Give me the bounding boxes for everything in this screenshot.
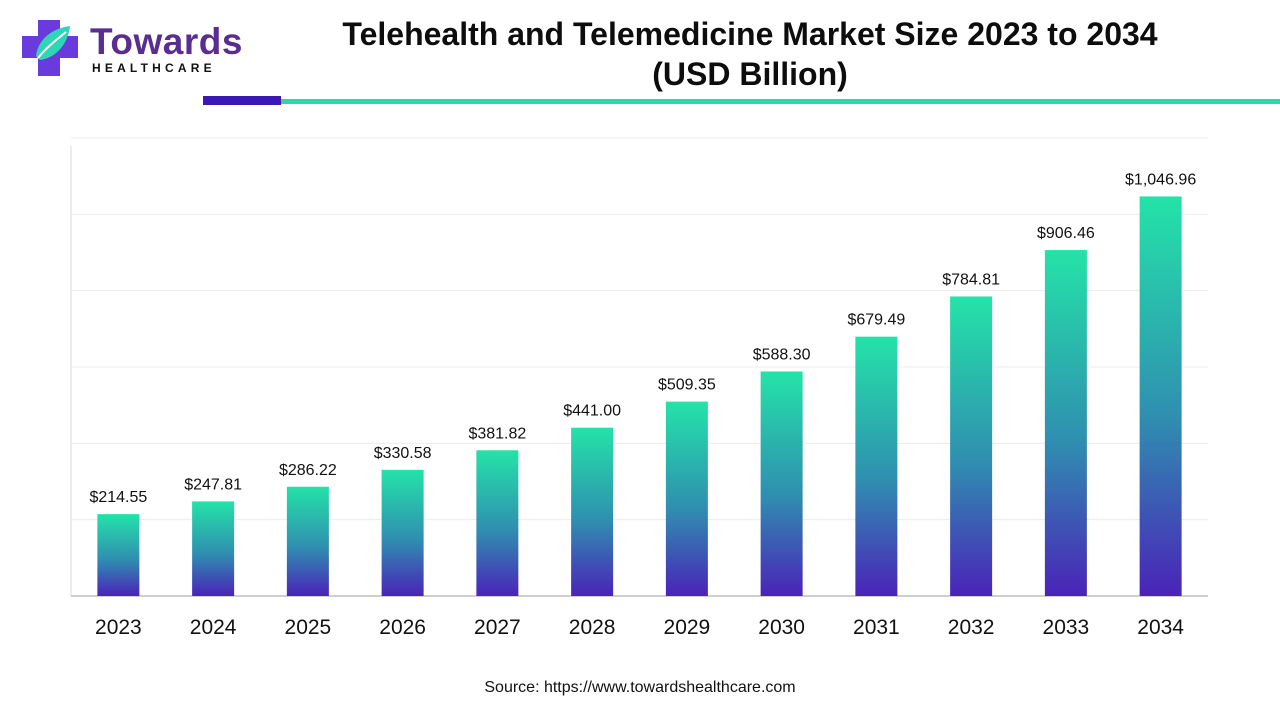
bar-2034	[1139, 196, 1182, 596]
brand-tagline: HEALTHCARE	[92, 61, 216, 75]
x-tick-2023: 2023	[95, 616, 142, 639]
bar-2030	[760, 371, 803, 596]
x-tick-2027: 2027	[474, 616, 521, 639]
x-tick-2031: 2031	[853, 616, 900, 639]
bar-2032	[950, 296, 993, 596]
page-title: Telehealth and Telemedicine Market Size …	[250, 14, 1250, 94]
data-label-2030: $588.30	[753, 346, 811, 363]
brand-name: Towards	[90, 21, 243, 62]
bar-2027	[476, 450, 519, 596]
bar-2033	[1044, 250, 1087, 597]
data-labels: $214.55 $247.81 $286.22 $330.58 $381.82 $441.…	[89, 171, 1196, 506]
data-label-2028: $441.00	[563, 403, 621, 420]
data-label-2027: $381.82	[468, 425, 526, 442]
x-tick-labels: 2023 2024 2025 2026 2027 2028 2029 2030 2031 2032…	[95, 616, 1184, 639]
x-tick-2030: 2030	[758, 616, 805, 639]
bar-chart: $214.55 $247.81 $286.22 $330.58 $381.82 $441.…	[70, 137, 1208, 639]
data-label-2023: $214.55	[89, 489, 147, 506]
accent-bar-teal	[281, 99, 1280, 104]
medical-cross-icon	[22, 20, 78, 76]
x-tick-2025: 2025	[285, 616, 332, 639]
x-tick-2032: 2032	[948, 616, 995, 639]
data-label-2034: $1,046.96	[1125, 171, 1196, 188]
data-label-2026: $330.58	[374, 445, 432, 462]
bar-2026	[381, 469, 424, 596]
data-label-2033: $906.46	[1037, 225, 1095, 242]
bar-2023	[97, 514, 140, 596]
x-tick-2026: 2026	[379, 616, 426, 639]
x-tick-2028: 2028	[569, 616, 616, 639]
accent-bar-purple	[203, 96, 281, 105]
x-tick-2029: 2029	[664, 616, 711, 639]
bar-2031	[855, 336, 898, 596]
data-label-2029: $509.35	[658, 377, 716, 394]
source-note: Source: https://www.towardshealthcare.co…	[484, 679, 796, 696]
x-tick-2024: 2024	[190, 616, 237, 639]
grid-lines	[71, 137, 1208, 521]
x-tick-2033: 2033	[1043, 616, 1090, 639]
data-label-2024: $247.81	[184, 476, 242, 493]
title-line-1: Telehealth and Telemedicine Market Size …	[342, 16, 1158, 52]
bar-2025	[286, 486, 329, 596]
bar-2029	[665, 401, 708, 596]
data-label-2032: $784.81	[942, 271, 1000, 288]
x-tick-2034: 2034	[1137, 616, 1184, 639]
data-label-2031: $679.49	[847, 312, 905, 329]
bar-2024	[192, 501, 235, 596]
bars	[97, 196, 1182, 597]
bar-2028	[571, 427, 614, 596]
brand-logo: Towards HEALTHCARE	[18, 16, 242, 80]
data-label-2025: $286.22	[279, 462, 337, 479]
title-line-2: (USD Billion)	[652, 56, 848, 92]
